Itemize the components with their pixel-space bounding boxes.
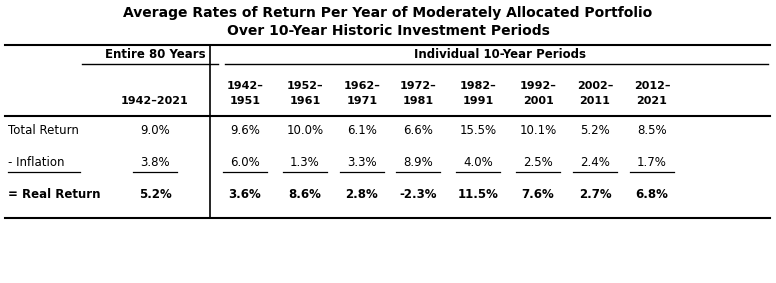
Text: 1942–2021: 1942–2021 — [121, 96, 189, 106]
Text: 2002–: 2002– — [577, 81, 613, 91]
Text: 6.8%: 6.8% — [636, 188, 668, 201]
Text: 8.5%: 8.5% — [637, 125, 667, 138]
Text: 3.6%: 3.6% — [229, 188, 262, 201]
Text: 5.2%: 5.2% — [139, 188, 171, 201]
Text: 15.5%: 15.5% — [459, 125, 497, 138]
Text: 2011: 2011 — [580, 96, 611, 106]
Text: 9.0%: 9.0% — [140, 125, 170, 138]
Text: 4.0%: 4.0% — [463, 156, 493, 170]
Text: 8.6%: 8.6% — [289, 188, 321, 201]
Text: 2.4%: 2.4% — [580, 156, 610, 170]
Text: 6.1%: 6.1% — [347, 125, 377, 138]
Text: 2.8%: 2.8% — [345, 188, 379, 201]
Text: 8.9%: 8.9% — [403, 156, 433, 170]
Text: 2.7%: 2.7% — [579, 188, 611, 201]
Text: 1971: 1971 — [346, 96, 378, 106]
Text: Over 10-Year Historic Investment Periods: Over 10-Year Historic Investment Periods — [227, 24, 549, 38]
Text: Average Rates of Return Per Year of Moderately Allocated Portfolio: Average Rates of Return Per Year of Mode… — [123, 6, 653, 20]
Text: 9.6%: 9.6% — [230, 125, 260, 138]
Text: 1962–: 1962– — [344, 81, 380, 91]
Text: 1991: 1991 — [462, 96, 494, 106]
Text: - Inflation: - Inflation — [8, 156, 64, 170]
Text: 1982–: 1982– — [459, 81, 497, 91]
Text: 10.0%: 10.0% — [286, 125, 324, 138]
Text: 1992–: 1992– — [520, 81, 556, 91]
Text: Individual 10-Year Periods: Individual 10-Year Periods — [414, 48, 586, 61]
Text: 2001: 2001 — [522, 96, 553, 106]
Text: 3.3%: 3.3% — [347, 156, 377, 170]
Text: 6.6%: 6.6% — [403, 125, 433, 138]
Text: Total Return: Total Return — [8, 125, 79, 138]
Text: 1972–: 1972– — [400, 81, 436, 91]
Text: 6.0%: 6.0% — [230, 156, 260, 170]
Text: 1951: 1951 — [230, 96, 261, 106]
Text: 1961: 1961 — [289, 96, 320, 106]
Text: 5.2%: 5.2% — [580, 125, 610, 138]
Text: 10.1%: 10.1% — [519, 125, 556, 138]
Text: 2012–: 2012– — [634, 81, 670, 91]
Text: 11.5%: 11.5% — [458, 188, 498, 201]
Text: 1981: 1981 — [403, 96, 434, 106]
Text: 1.3%: 1.3% — [290, 156, 320, 170]
Text: 1942–: 1942– — [227, 81, 263, 91]
Text: 3.8%: 3.8% — [140, 156, 170, 170]
Text: -2.3%: -2.3% — [399, 188, 437, 201]
Text: = Real Return: = Real Return — [8, 188, 101, 201]
Text: Entire 80 Years: Entire 80 Years — [105, 48, 206, 61]
Text: 1.7%: 1.7% — [637, 156, 667, 170]
Text: 1952–: 1952– — [286, 81, 324, 91]
Text: 2.5%: 2.5% — [523, 156, 553, 170]
Text: 2021: 2021 — [636, 96, 667, 106]
Text: 7.6%: 7.6% — [521, 188, 554, 201]
